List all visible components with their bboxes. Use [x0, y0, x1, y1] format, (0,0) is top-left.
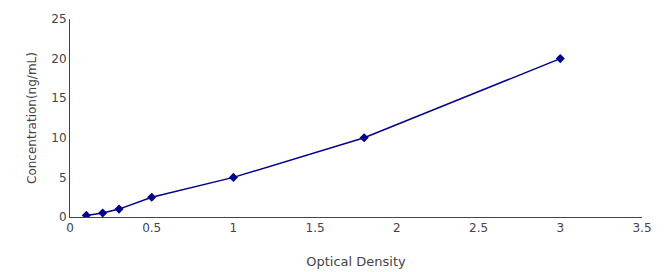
svg-text:15: 15: [51, 91, 66, 105]
svg-text:Concentration(ng/mL): Concentration(ng/mL): [25, 52, 39, 184]
svg-text:2.5: 2.5: [469, 221, 488, 235]
svg-text:2: 2: [393, 221, 401, 235]
svg-text:10: 10: [51, 131, 66, 145]
svg-text:1.5: 1.5: [306, 221, 325, 235]
svg-text:3: 3: [556, 221, 564, 235]
svg-text:0: 0: [59, 210, 67, 224]
svg-text:0.5: 0.5: [142, 221, 161, 235]
svg-text:20: 20: [51, 52, 66, 66]
svg-text:3.5: 3.5: [632, 221, 651, 235]
svg-text:0: 0: [66, 221, 74, 235]
svg-text:1: 1: [230, 221, 238, 235]
svg-text:5: 5: [59, 171, 67, 185]
svg-text:Optical Density: Optical Density: [306, 254, 406, 269]
svg-text:25: 25: [51, 12, 66, 26]
